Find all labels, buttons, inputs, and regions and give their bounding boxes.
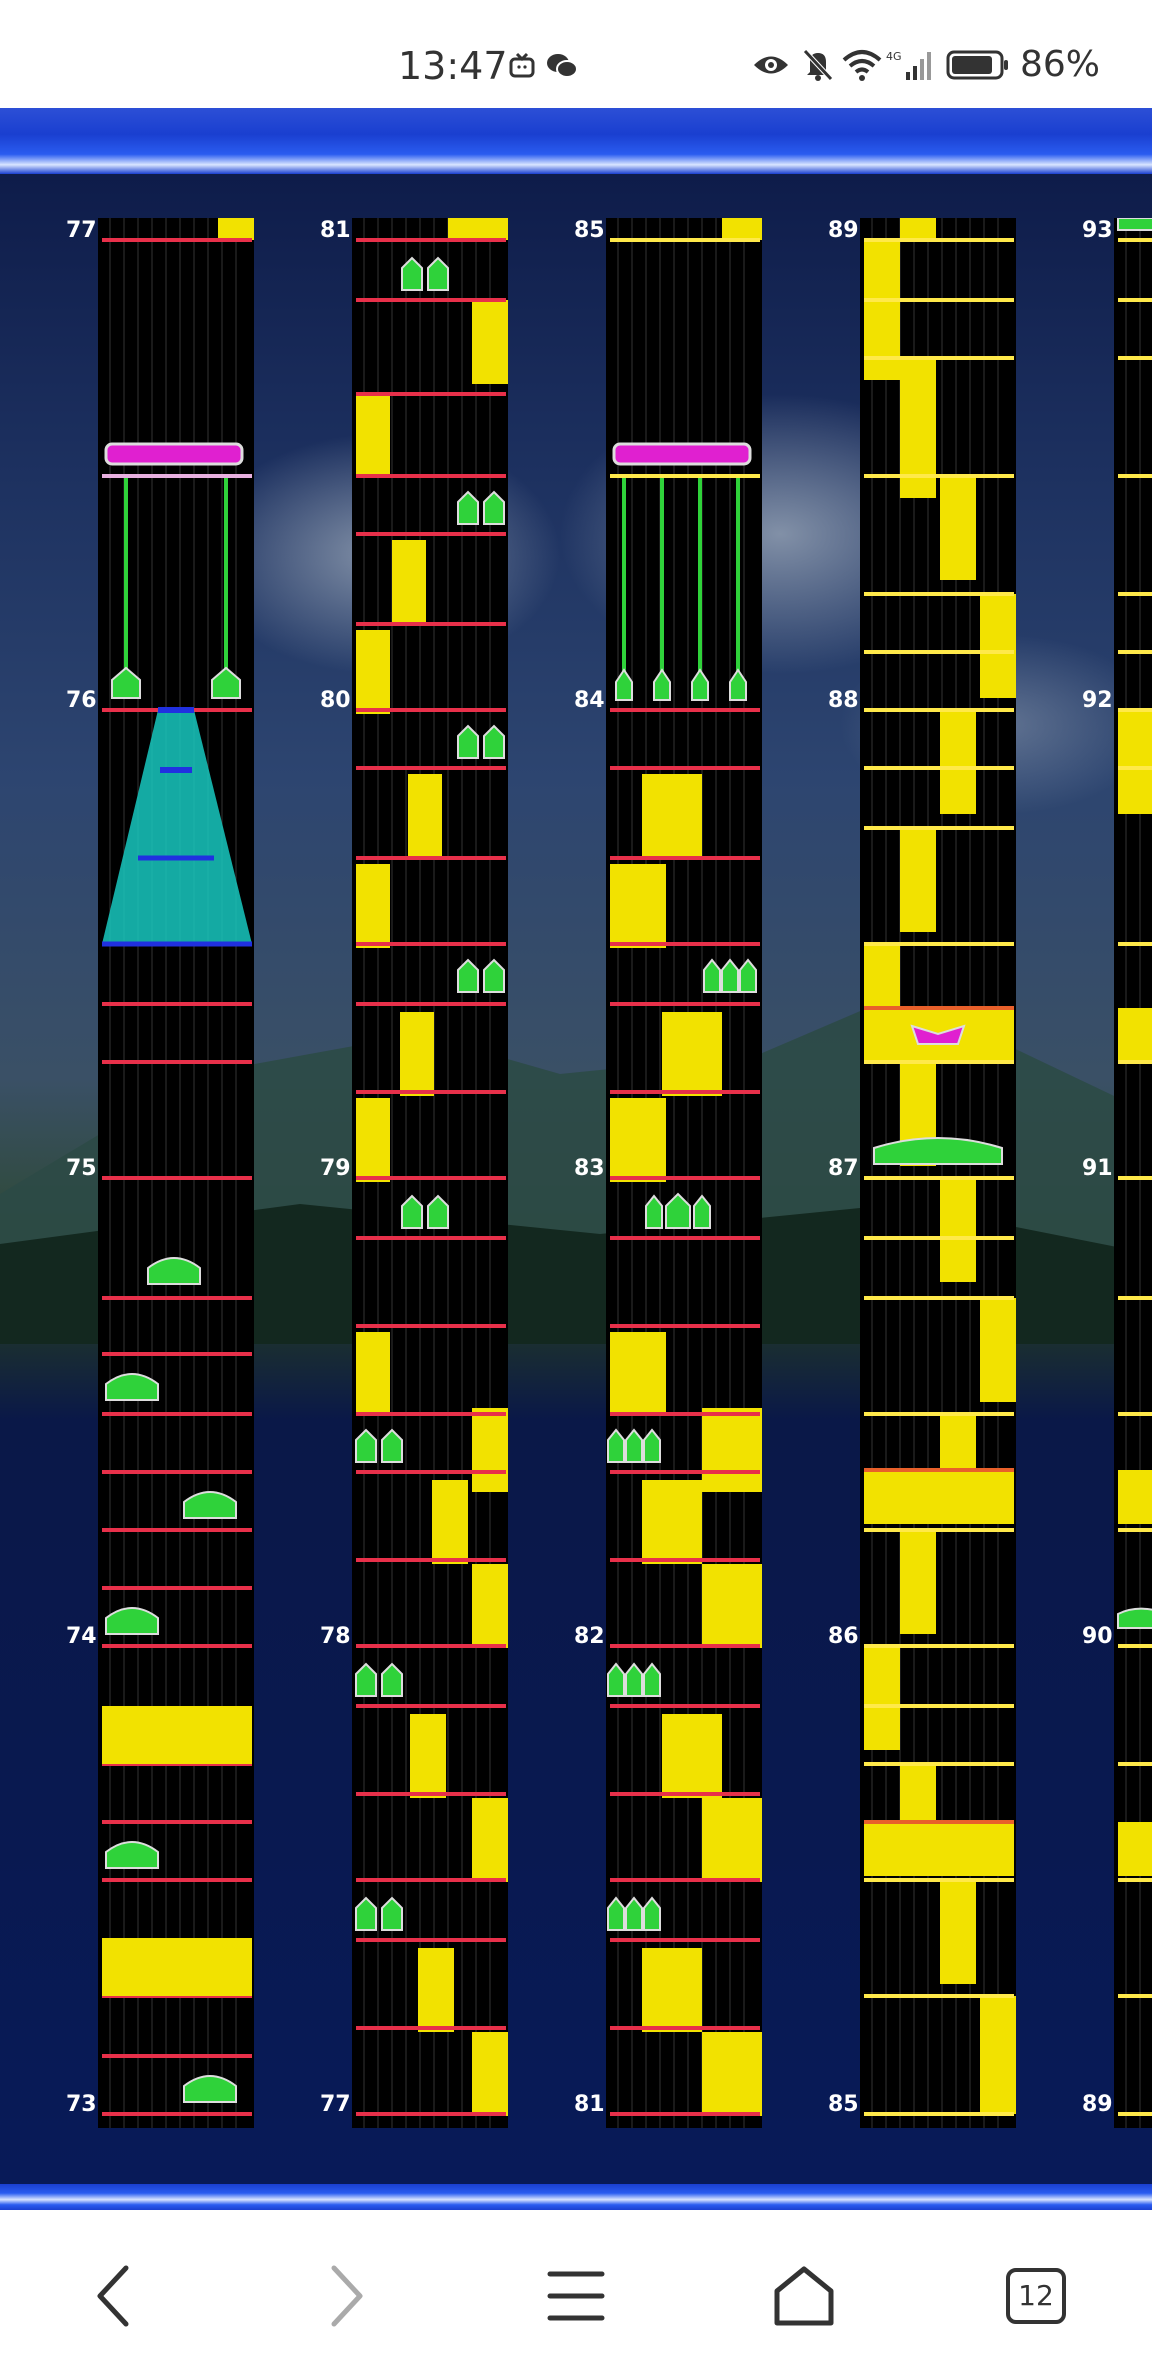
measure-label: 88 [828,688,859,713]
measure-label: 93 [1082,218,1113,243]
measure-label: 84 [574,688,605,713]
signal-icon: 4G [886,50,931,80]
measure-label: 74 [66,1624,97,1649]
measure-label: 77 [320,2092,351,2117]
measure-label: 92 [1082,688,1113,713]
chevron-right-icon [331,2265,363,2327]
measure-label: 85 [828,2092,859,2117]
tv-icon [509,52,535,78]
measure-label: 91 [1082,1156,1113,1181]
home-icon [774,2266,834,2326]
note-chart: 77 76 75 74 73 [0,174,1152,2184]
battery-percent: 86% [1020,44,1101,85]
eye-icon [754,56,788,74]
measure-label: 89 [1082,2092,1113,2117]
game-area: 77 76 75 74 73 [0,174,1152,2184]
status-right: 4G 86% [752,44,1152,88]
home-button[interactable] [764,2256,844,2336]
battery-icon [946,50,1008,80]
measure-label: 76 [66,688,97,713]
tabs-count: 12 [1018,2279,1054,2312]
forward-button[interactable] [306,2256,386,2336]
status-bar: 13:47 4G [0,0,1152,108]
menu-button[interactable] [536,2256,616,2336]
measure-label: 77 [66,218,97,243]
measure-label: 87 [828,1156,859,1181]
lane-column-3: 85 84 83 82 81 [574,218,762,2128]
lane-column-2: 81 80 79 78 77 [320,218,508,2128]
measure-label: 75 [66,1156,97,1181]
measure-label: 83 [574,1156,605,1181]
measure-label: 79 [320,1156,351,1181]
wifi-icon [842,50,882,81]
svg-text:4G: 4G [886,50,902,63]
menu-icon [547,2271,605,2321]
measure-label: 90 [1082,1624,1113,1649]
measure-label: 82 [574,1624,605,1649]
lane-column-4: 89 88 87 86 85 [828,218,1016,2128]
browser-nav-bar: 12 [0,2210,1152,2376]
bottom-banner [0,2184,1152,2210]
lane-column-5: 93 92 91 90 89 [1082,218,1152,2128]
lane-column-1: 77 76 75 74 73 [66,218,254,2128]
tabs-button[interactable]: 12 [996,2256,1076,2336]
bell-muted-icon [803,49,833,81]
back-button[interactable] [74,2256,154,2336]
measure-label: 78 [320,1624,351,1649]
measure-label: 81 [320,218,351,243]
measure-label: 89 [828,218,859,243]
status-time: 13:47 [398,44,508,88]
measure-label: 86 [828,1624,859,1649]
measure-label: 73 [66,2092,97,2117]
wechat-icon [547,54,578,78]
measure-label: 85 [574,218,605,243]
top-banner [0,108,1152,174]
measure-label: 81 [574,2092,605,2117]
chevron-left-icon [97,2265,129,2327]
tabs-icon: 12 [1006,2268,1066,2324]
measure-label: 80 [320,688,351,713]
